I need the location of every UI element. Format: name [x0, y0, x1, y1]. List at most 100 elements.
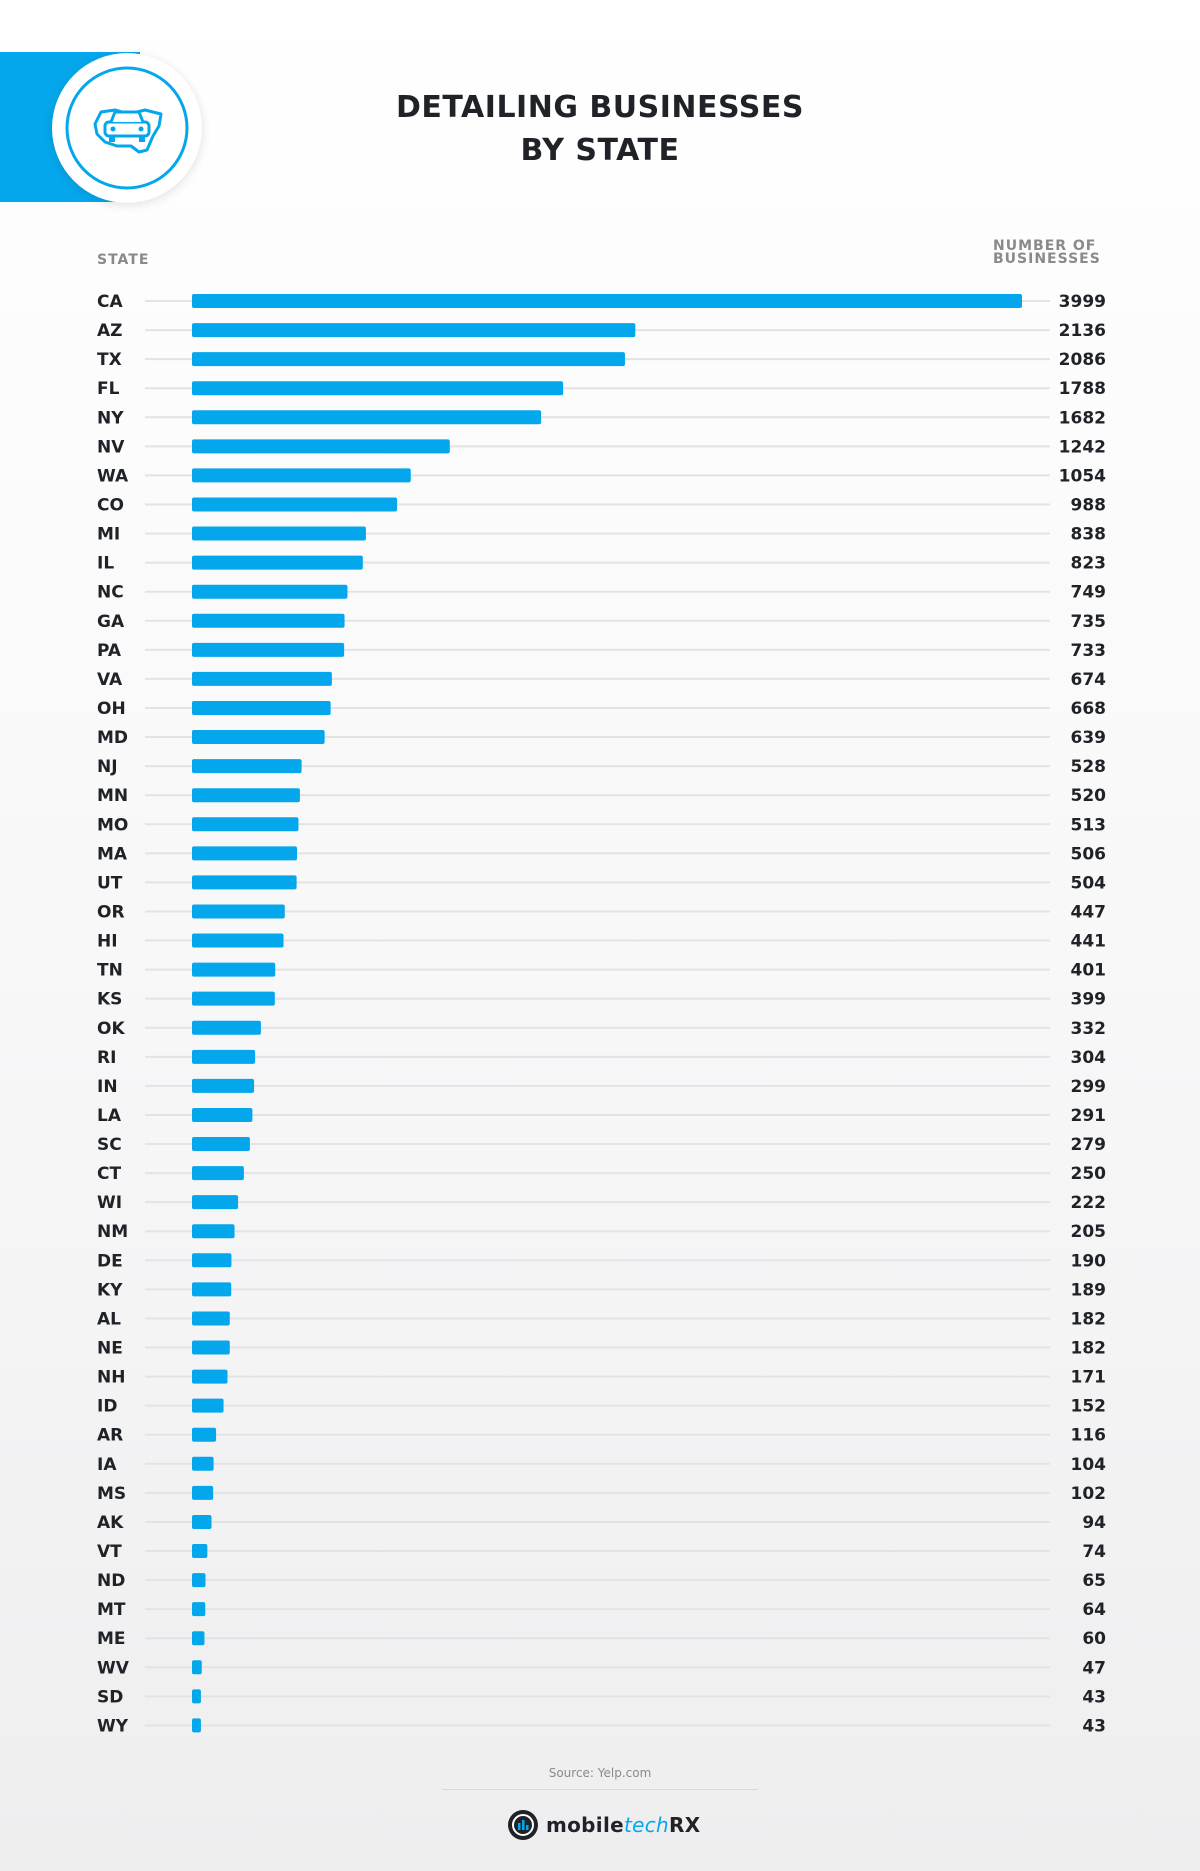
chart-title-line-2: BY STATE [520, 133, 680, 168]
value-label: 504 [1071, 873, 1107, 893]
bar [192, 933, 284, 948]
category-label: GA [97, 612, 125, 632]
category-label: NH [97, 1368, 125, 1388]
category-label: NC [97, 583, 124, 603]
category-label: AK [97, 1513, 124, 1533]
brand-logo: mobiletechRX [508, 1808, 700, 1842]
category-label: MD [97, 728, 128, 748]
bar [192, 730, 325, 745]
category-label: SC [97, 1135, 122, 1155]
bar [192, 439, 450, 454]
bar [192, 1137, 250, 1152]
header-badge [52, 53, 202, 203]
value-label: 299 [1071, 1077, 1107, 1097]
value-label: 823 [1071, 554, 1107, 574]
category-label: NY [97, 408, 124, 428]
value-label: 401 [1071, 961, 1107, 981]
category-label: VT [97, 1542, 122, 1562]
bar [192, 846, 298, 861]
value-label: 506 [1071, 844, 1107, 864]
bar [192, 584, 348, 599]
category-label: NM [97, 1222, 128, 1242]
value-label: 47 [1082, 1658, 1106, 1678]
value-label: 1788 [1059, 379, 1106, 399]
category-label: KS [97, 990, 122, 1010]
category-label: MO [97, 815, 128, 835]
category-label: MI [97, 525, 120, 545]
bar [192, 1718, 201, 1733]
value-label: 668 [1071, 699, 1107, 719]
category-label: IN [97, 1077, 118, 1097]
value-label: 205 [1071, 1222, 1107, 1242]
value-label: 988 [1071, 495, 1107, 515]
bar [192, 468, 411, 483]
value-label: 1682 [1059, 408, 1106, 428]
bar [192, 642, 345, 657]
category-label: OR [97, 902, 125, 922]
brand-part-1: mobile [546, 1813, 624, 1837]
value-label: 304 [1071, 1048, 1107, 1068]
bar [192, 1660, 202, 1675]
value-label: 2086 [1059, 350, 1106, 370]
bar [192, 1311, 230, 1326]
category-label: PA [97, 641, 122, 661]
category-label: VA [97, 670, 123, 690]
value-label: 279 [1071, 1135, 1107, 1155]
source-divider [442, 1789, 758, 1790]
bar [192, 526, 366, 541]
bar [192, 1049, 256, 1064]
bar [192, 1514, 212, 1529]
bar [192, 1107, 253, 1122]
value-label: 1242 [1059, 437, 1106, 457]
category-label: ND [97, 1571, 125, 1591]
value-label: 104 [1071, 1455, 1107, 1475]
brand-part-3: RX [669, 1813, 701, 1837]
category-label: NJ [97, 757, 118, 777]
y-axis-label: STATE [97, 252, 150, 268]
bar [192, 1020, 261, 1035]
category-label: LA [97, 1106, 122, 1126]
bar [192, 1631, 205, 1646]
value-label: 735 [1071, 612, 1107, 632]
category-label: CT [97, 1164, 121, 1184]
value-label: 65 [1082, 1571, 1106, 1591]
bar [192, 410, 542, 425]
category-label: MA [97, 844, 128, 864]
value-label: 291 [1071, 1106, 1107, 1126]
value-label: 64 [1082, 1600, 1106, 1620]
category-label: AZ [97, 321, 122, 341]
value-label: 399 [1071, 990, 1107, 1010]
bar [192, 1195, 239, 1210]
category-label: FL [97, 379, 120, 399]
bar [192, 1369, 228, 1384]
category-label: AR [97, 1426, 123, 1446]
car-on-us-map-icon [65, 66, 189, 190]
chart-title-line-1: DETAILING BUSINESSES [396, 90, 804, 125]
bar [192, 788, 300, 803]
category-label: TX [97, 350, 122, 370]
category-label: HI [97, 932, 118, 952]
bar-chart: CA 3999 AZ 2136 TX 2086 FL 1788 NY 1682 NV 1242 WA 10… [97, 292, 1107, 1736]
category-label: DE [97, 1251, 123, 1271]
value-label: 116 [1071, 1426, 1107, 1446]
bar [192, 1544, 208, 1559]
bar [192, 700, 331, 715]
category-label: CA [97, 292, 123, 312]
bar [192, 613, 345, 628]
bar [192, 352, 625, 367]
value-label: 838 [1071, 525, 1107, 545]
bar [192, 497, 398, 512]
category-label: ID [97, 1397, 117, 1417]
bar [192, 1398, 224, 1413]
bar [192, 381, 564, 396]
bar [192, 817, 299, 832]
bar [192, 1282, 232, 1297]
category-label: OH [97, 699, 126, 719]
bar [192, 1224, 235, 1239]
source-note: Source: Yelp.com [548, 1766, 652, 1780]
category-label: AL [97, 1309, 121, 1329]
category-label: NE [97, 1339, 123, 1359]
bar [192, 1078, 255, 1093]
brand-part-2: tech [623, 1813, 670, 1837]
value-label: 749 [1071, 583, 1107, 603]
